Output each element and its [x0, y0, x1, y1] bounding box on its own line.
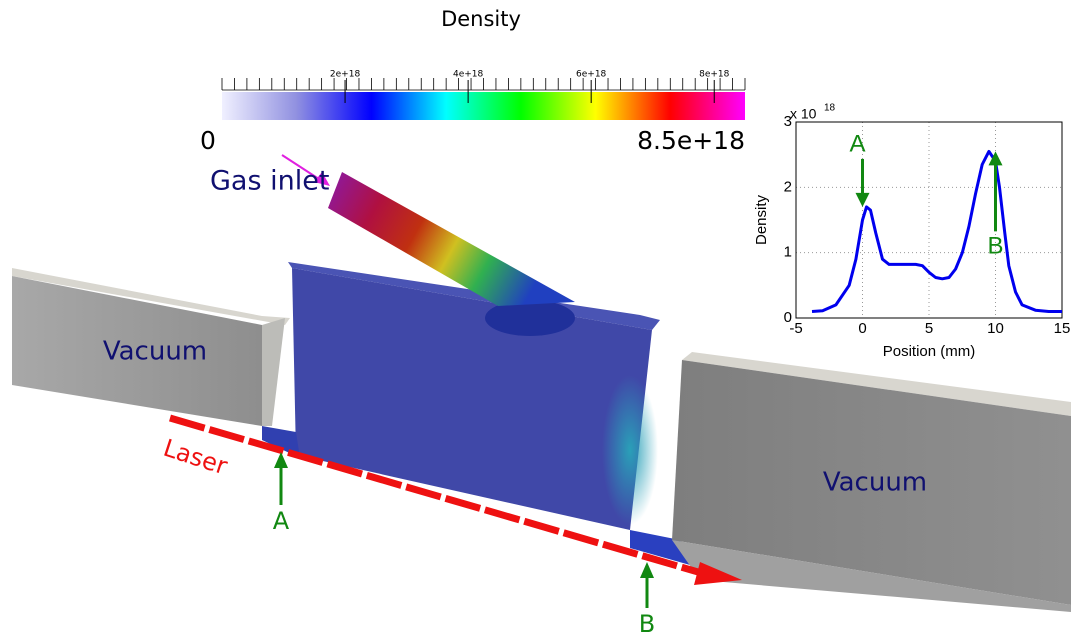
colorbar-bar — [222, 92, 745, 120]
tick-label: 6e+18 — [576, 70, 607, 80]
range-label: 0 — [200, 126, 216, 155]
density-spot — [602, 375, 658, 525]
x-tick-label: 5 — [925, 320, 933, 337]
range-label: 8.5e+18 — [637, 126, 745, 155]
y-axis-label: Density — [753, 194, 770, 245]
y-scale-label: x 10 — [790, 106, 817, 122]
x-tick-label: 0 — [858, 320, 866, 337]
tick-label: 2e+18 — [330, 70, 361, 80]
x-tick-label: 15 — [1054, 320, 1071, 337]
y-scale-exponent: 18 — [824, 103, 836, 114]
label: Vacuum — [103, 337, 207, 367]
arrowhead — [274, 452, 288, 468]
colorbar-title: Density — [441, 7, 521, 31]
y-tick-label: 0 — [784, 309, 792, 326]
annotation-label: A — [849, 130, 865, 157]
label: Laser — [160, 434, 231, 481]
arrowhead — [640, 562, 654, 578]
x-axis-label: Position (mm) — [883, 343, 976, 360]
plot-area — [796, 122, 1062, 318]
label: Gas inlet — [210, 166, 329, 197]
colorbar: Density 2e+18 4e+18 6e+18 8e+18 0 8.5e+18 — [200, 7, 745, 155]
block-side — [262, 318, 285, 426]
x-tick-label: 10 — [987, 320, 1004, 337]
label: Vacuum — [823, 468, 927, 498]
label: B — [639, 610, 655, 638]
tick-label: 4e+18 — [453, 70, 484, 80]
label: A — [273, 507, 290, 535]
annotation-label: B — [987, 233, 1003, 260]
figure: Gas inlet Vacuum Vacuum Laser A B Densit… — [0, 0, 1071, 640]
gas-block — [292, 268, 652, 530]
tick-label: 8e+18 — [699, 70, 730, 80]
y-tick-label: 1 — [784, 244, 792, 261]
y-tick-label: 2 — [784, 178, 792, 195]
